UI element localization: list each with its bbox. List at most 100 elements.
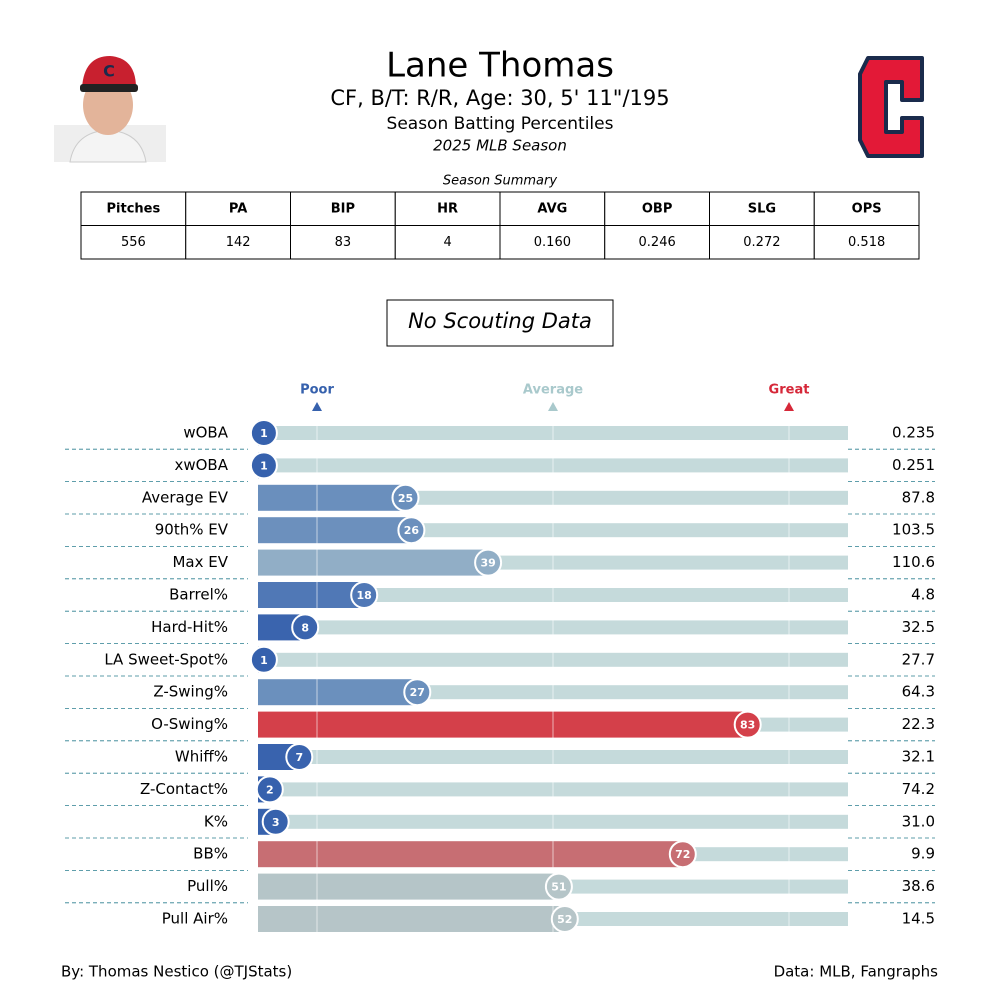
bar xyxy=(258,549,489,576)
stat-value: 22.3 xyxy=(902,715,935,733)
cell-value: 83 xyxy=(335,235,352,250)
percentile-label: 2 xyxy=(266,783,274,796)
column-header: BIP xyxy=(331,201,355,216)
stat-value: 0.251 xyxy=(892,456,935,474)
footer-left: By: Thomas Nestico (@TJStats) xyxy=(61,963,292,981)
cell-value: 0.160 xyxy=(534,235,571,250)
percentile-label: 7 xyxy=(295,751,303,764)
percentile-dot xyxy=(474,548,503,577)
column-header: PA xyxy=(229,201,247,216)
category-label: Barrel% xyxy=(169,586,228,604)
bar xyxy=(258,517,412,544)
summary-table: Pitches 556 PA 142 BIP 83 HR 4 AVG 0.160 OBP 0.246 S… xyxy=(80,191,920,260)
bar xyxy=(258,711,748,738)
table-cell xyxy=(80,225,187,260)
column-header: SLG xyxy=(748,201,776,216)
stat-value: 31.0 xyxy=(902,812,935,830)
header-cell xyxy=(185,191,291,226)
percentile-dot xyxy=(249,419,278,447)
header-cell xyxy=(80,191,187,226)
category-label: wOBA xyxy=(183,424,228,442)
percentile-label: 26 xyxy=(404,524,420,537)
note-box xyxy=(386,299,614,347)
stat-value: 103.5 xyxy=(892,521,935,539)
percentile-label: 72 xyxy=(675,848,690,861)
percentile-label: 8 xyxy=(301,621,309,634)
cell-value: 142 xyxy=(226,235,251,250)
x-tick-label: Average xyxy=(523,383,583,398)
tick-marker xyxy=(312,402,322,411)
percentile-dot xyxy=(733,710,762,739)
percentile-label: 18 xyxy=(357,589,372,602)
season: 2025 MLB Season xyxy=(433,137,567,155)
percentile-dot xyxy=(249,451,278,480)
header-cell xyxy=(604,191,710,226)
footer-right: Data: MLB, Fangraphs xyxy=(774,963,939,981)
category-label: Max EV xyxy=(172,553,228,571)
note: No Scouting Data xyxy=(408,309,592,333)
percentile-dot xyxy=(397,516,426,545)
percentile-label: 51 xyxy=(551,881,566,894)
bar xyxy=(258,484,406,511)
column-header: Pitches xyxy=(107,201,161,216)
percentile-dot xyxy=(403,678,432,707)
percentile-label: 83 xyxy=(740,719,755,732)
percentile-label: 25 xyxy=(398,492,413,505)
category-label: Pull% xyxy=(187,877,228,895)
percentile-dot xyxy=(350,581,379,609)
bar xyxy=(258,841,683,868)
percentile-chart: Poor Average Great wOBA 0.235 xwOBA 0.251 Avera… xyxy=(65,383,935,933)
table-cell xyxy=(604,225,710,260)
category-label: Whiff% xyxy=(175,748,228,766)
category-label: xwOBA xyxy=(174,456,228,474)
percentile-label: 1 xyxy=(260,459,268,472)
stat-value: 64.3 xyxy=(902,683,935,701)
stat-value: 74.2 xyxy=(902,780,935,798)
percentile-dot xyxy=(249,645,278,674)
table-cell xyxy=(290,225,396,260)
team-logo xyxy=(858,56,924,158)
percentile-label: 27 xyxy=(410,686,425,699)
stat-value: 87.8 xyxy=(902,488,935,506)
percentile-label: 1 xyxy=(260,654,268,667)
svg-text:C: C xyxy=(103,62,115,81)
column-header: OPS xyxy=(852,201,882,216)
category-label: Z-Contact% xyxy=(140,780,228,798)
stat-value: 14.5 xyxy=(902,910,935,928)
x-tick-label: Great xyxy=(769,383,810,398)
percentile-dot xyxy=(668,840,697,869)
column-header: HR xyxy=(437,201,458,216)
bar xyxy=(258,873,559,900)
stat-value: 38.6 xyxy=(902,877,935,895)
x-tick-label: Poor xyxy=(300,383,334,398)
stat-value: 0.235 xyxy=(892,424,935,442)
stat-value: 4.8 xyxy=(911,586,935,604)
percentile-dot xyxy=(285,743,314,771)
cell-value: 0.272 xyxy=(743,235,780,250)
bar xyxy=(258,679,418,706)
stat-value: 27.7 xyxy=(902,650,935,668)
percentile-label: 1 xyxy=(260,427,268,440)
category-label: LA Sweet-Spot% xyxy=(104,650,228,668)
category-label: BB% xyxy=(193,845,228,863)
bar xyxy=(258,906,565,932)
player-photo: C xyxy=(54,56,166,163)
percentile-dot xyxy=(261,807,290,836)
stat-value: 32.1 xyxy=(902,748,935,766)
table-cell xyxy=(394,225,501,260)
percentile-dot xyxy=(550,905,579,933)
title: Lane Thomas xyxy=(386,46,614,86)
column-header: AVG xyxy=(537,201,567,216)
stat-value: 32.5 xyxy=(902,618,935,636)
table-cell xyxy=(185,225,291,260)
category-label: K% xyxy=(204,812,228,830)
subtitle: CF, B/T: R/R, Age: 30, 5' 11"/195 xyxy=(330,86,669,110)
percentile-label: 39 xyxy=(480,557,495,570)
column-header: OBP xyxy=(642,201,673,216)
table-cell xyxy=(499,225,606,260)
table-cell xyxy=(813,225,920,260)
stat-value: 9.9 xyxy=(911,845,935,863)
cell-value: 0.518 xyxy=(848,235,885,250)
cell-value: 556 xyxy=(121,235,146,250)
